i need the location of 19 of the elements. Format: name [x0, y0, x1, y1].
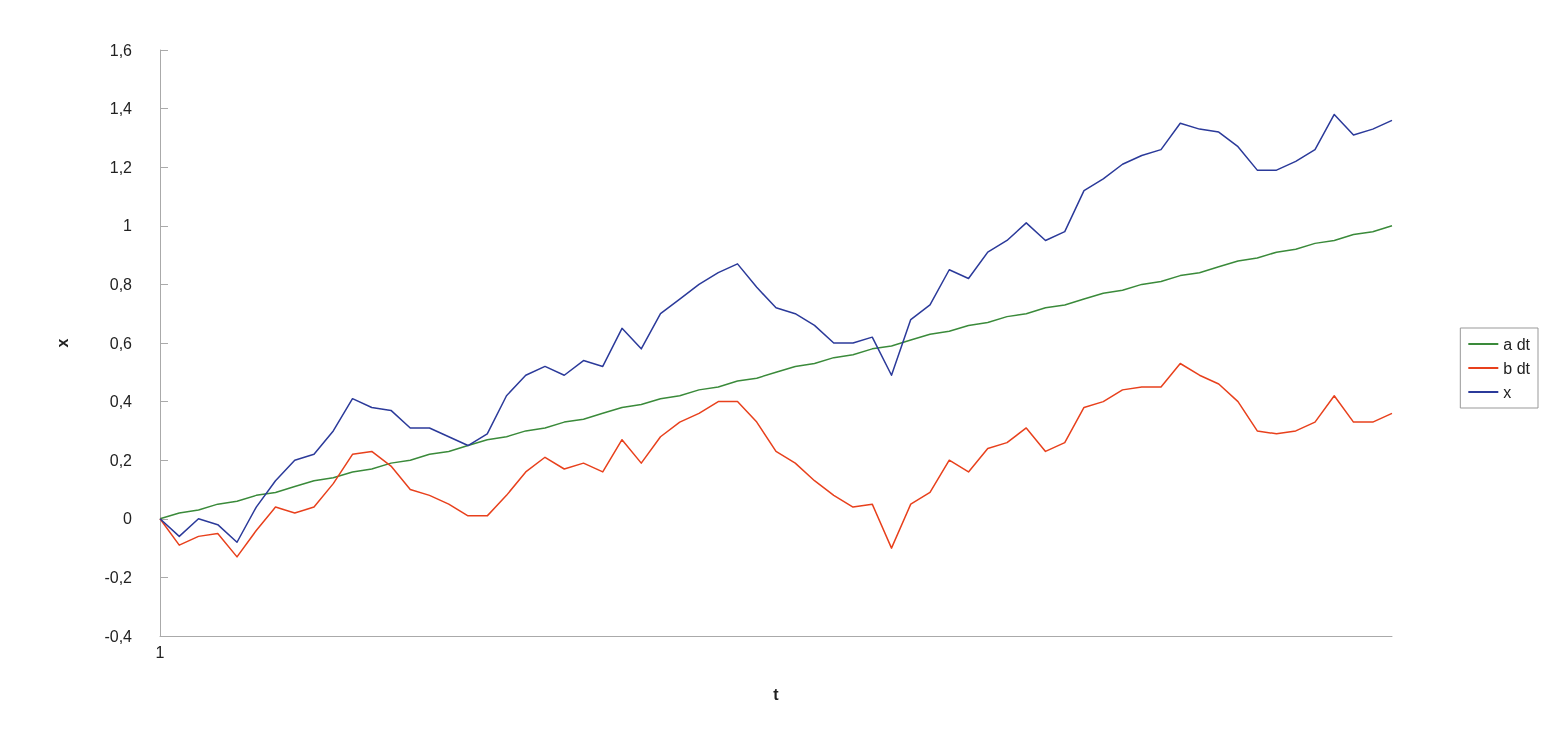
legend-label: x [1503, 383, 1512, 401]
y-tick-label: 0,2 [109, 451, 133, 469]
legend-label: b dt [1503, 359, 1531, 377]
y-tick-label: 0,4 [109, 393, 133, 411]
y-tick-label: 1 [123, 217, 133, 235]
legend-label: a dt [1503, 335, 1531, 353]
line-series [159, 113, 1393, 543]
y-tick-label: 0,6 [109, 334, 133, 352]
line-series [159, 225, 1393, 520]
x-axis-title: t [773, 685, 780, 703]
y-tick-label: 0,8 [109, 275, 133, 293]
y-tick-label: 1,4 [109, 100, 133, 118]
line-series [159, 362, 1393, 558]
y-axis-title: x [53, 338, 71, 348]
y-tick-label: 1,6 [109, 41, 133, 59]
y-tick-label: -0,4 [104, 627, 133, 645]
y-tick-label: 0 [123, 510, 133, 528]
y-tick-label: 1,2 [109, 158, 133, 176]
y-tick-label: -0,2 [104, 568, 133, 586]
